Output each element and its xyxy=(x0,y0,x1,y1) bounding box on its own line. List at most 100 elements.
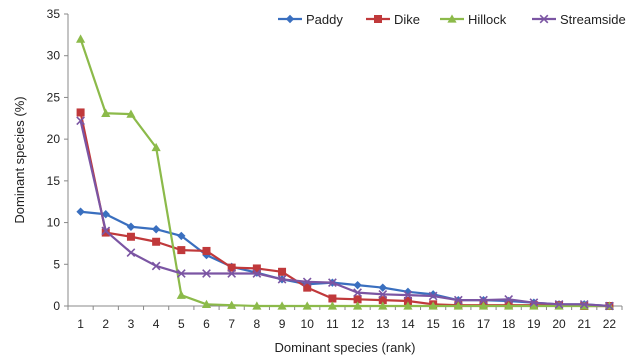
series-line-paddy xyxy=(80,210,610,308)
data-point-dike xyxy=(101,228,110,237)
data-point-streamside xyxy=(328,278,337,288)
x-tick-label: 13 xyxy=(376,317,390,331)
legend-marker xyxy=(285,14,295,24)
marker-stroke xyxy=(328,278,337,288)
series-paddy xyxy=(76,207,614,311)
x-tick-label: 19 xyxy=(527,317,541,331)
x-tick-label: 7 xyxy=(228,317,235,331)
x-tick-label: 15 xyxy=(426,317,440,331)
marker-stroke xyxy=(554,299,564,309)
data-point-hillock xyxy=(151,142,161,152)
data-point-dike xyxy=(278,267,287,276)
data-point-streamside xyxy=(302,277,312,287)
data-point-streamside xyxy=(76,116,85,126)
data-point-streamside xyxy=(529,298,539,308)
legend-label-paddy: Paddy xyxy=(306,12,343,27)
data-point-streamside xyxy=(227,269,237,278)
y-axis-title: Dominant species (%) xyxy=(12,96,27,223)
legend-label-hillock: Hillock xyxy=(468,12,507,27)
y-tick-label: 25 xyxy=(47,90,61,104)
marker-stroke xyxy=(202,269,211,278)
marker-stroke xyxy=(605,301,614,311)
marker-stroke xyxy=(126,248,136,257)
legend-label-streamside: Streamside xyxy=(560,12,626,27)
marker-stroke xyxy=(151,261,161,271)
data-point-paddy xyxy=(177,231,186,241)
marker-stroke xyxy=(277,274,287,284)
series-dike xyxy=(76,108,614,310)
marker-stroke xyxy=(101,226,111,236)
marker-stroke xyxy=(403,290,413,300)
x-tick-label: 5 xyxy=(178,317,185,331)
x-tick-label: 4 xyxy=(153,317,160,331)
data-point-dike xyxy=(353,295,362,304)
marker-stroke xyxy=(579,299,589,309)
data-point-dike xyxy=(303,283,312,292)
x-tick-label: 2 xyxy=(102,317,109,331)
x-tick-label: 3 xyxy=(128,317,135,331)
marker-stroke xyxy=(539,14,549,24)
marker-stroke xyxy=(353,288,362,298)
marker-stroke xyxy=(529,298,539,308)
y-tick-label: 5 xyxy=(53,257,60,271)
marker-stroke xyxy=(227,269,237,278)
marker-stroke xyxy=(302,277,312,287)
data-point-hillock xyxy=(176,290,186,299)
x-tick-label: 10 xyxy=(301,317,315,331)
data-point-dike xyxy=(378,296,387,305)
legend-item-hillock: Hillock xyxy=(440,12,507,27)
x-tick-label: 16 xyxy=(452,317,466,331)
data-point-paddy xyxy=(378,283,387,292)
data-point-streamside xyxy=(453,295,463,305)
data-point-paddy xyxy=(76,207,85,216)
data-point-streamside xyxy=(605,301,614,311)
marker-stroke xyxy=(76,116,85,126)
y-tick-label: 15 xyxy=(47,174,61,188)
data-point-dike xyxy=(177,246,186,255)
data-point-paddy xyxy=(101,210,110,219)
x-tick-label: 9 xyxy=(279,317,286,331)
data-point-hillock xyxy=(352,301,363,310)
series-line-dike xyxy=(79,112,610,308)
data-point-hillock xyxy=(252,301,262,310)
legend-item-dike: Dike xyxy=(366,12,420,27)
data-point-paddy xyxy=(353,280,362,290)
data-point-hillock xyxy=(126,109,136,118)
x-tick-label: 6 xyxy=(203,317,210,331)
data-point-dike xyxy=(76,108,85,117)
y-tick-label: 20 xyxy=(47,132,61,146)
legend-item-paddy: Paddy xyxy=(278,12,343,27)
data-point-hillock xyxy=(428,301,438,310)
data-point-hillock xyxy=(504,301,514,310)
marker-stroke xyxy=(453,295,463,305)
series-streamside xyxy=(76,116,614,311)
legend-label-dike: Dike xyxy=(394,12,420,27)
series-group xyxy=(75,34,615,311)
data-point-streamside xyxy=(403,290,413,300)
data-point-streamside xyxy=(579,299,589,309)
x-tick-label: 14 xyxy=(401,317,415,331)
data-point-streamside xyxy=(126,248,136,257)
legend-item-streamside: Streamside xyxy=(532,12,626,27)
data-point-dike xyxy=(227,263,236,272)
x-axis-title: Dominant species (rank) xyxy=(275,340,416,355)
data-point-streamside xyxy=(176,269,186,278)
x-tick-label: 21 xyxy=(578,317,592,331)
data-point-dike xyxy=(126,232,135,241)
marker-stroke xyxy=(428,291,438,301)
data-point-streamside xyxy=(479,295,488,305)
series-hillock xyxy=(75,34,615,310)
x-tick-label: 17 xyxy=(477,317,491,331)
data-point-dike xyxy=(328,294,337,303)
legend-marker xyxy=(539,14,549,24)
data-point-paddy xyxy=(126,222,136,231)
data-point-streamside xyxy=(277,274,287,284)
data-point-hillock xyxy=(277,301,287,310)
data-point-hillock xyxy=(327,301,338,310)
data-point-dike xyxy=(252,264,261,273)
data-point-dike xyxy=(152,237,161,246)
data-point-streamside xyxy=(202,269,211,278)
data-point-hillock xyxy=(478,301,489,310)
